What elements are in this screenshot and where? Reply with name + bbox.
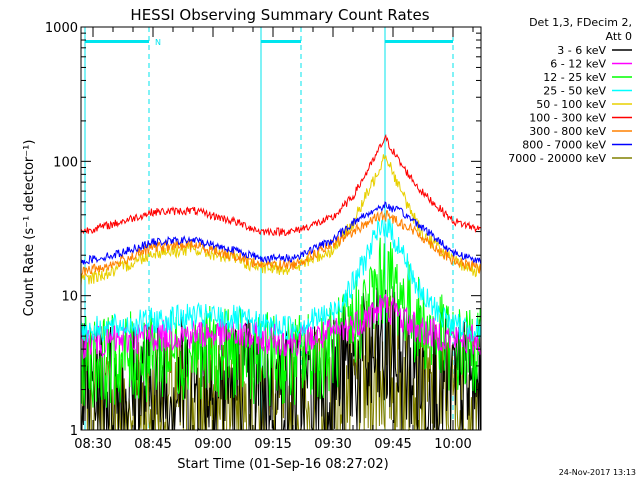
legend-label-2: 12 - 25 keV [543,71,606,84]
annotation-bar-1 [261,40,301,43]
x-tick-label-3: 09:15 [254,437,291,452]
annotation-layer: N [85,38,453,47]
x-tick-label-1: 08:45 [134,437,171,452]
legend-label-4: 50 - 100 keV [536,98,606,111]
y-axis-label: Count Rate (s⁻¹ detector⁻¹) [22,140,37,317]
date-stamp: 24-Nov-2017 13:13 [559,468,636,477]
annotation-label-0: N [155,38,161,47]
x-tick-label-0: 08:30 [74,437,111,452]
legend-label-3: 25 - 50 keV [543,85,606,98]
legend-label-6: 300 - 800 keV [529,125,606,138]
y-tick-label-0: 1 [70,424,78,439]
x-axis-label: Start Time (01-Sep-16 08:27:02) [177,457,388,472]
legend-label-0: 3 - 6 keV [557,44,606,57]
tick-label-layer: 1 10 100 1000 08:30 08:45 09:00 09:15 09:30 09:45… [45,21,472,452]
legend-label-1: 6 - 12 keV [550,58,606,71]
annotation-bar-2 [385,40,453,43]
y-tick-label-3: 1000 [45,21,78,36]
x-tick-label-4: 09:30 [314,437,351,452]
y-tick-label-2: 100 [53,155,78,170]
series-line-6 [80,209,482,277]
legend-label-7: 800 - 7000 keV [522,139,606,152]
series-line-7 [80,201,482,265]
series-layer [80,133,482,432]
series-line-1 [80,293,482,360]
series-line-5 [80,133,482,237]
axes-frame [80,26,482,431]
legend-header-0: Det 1,3, FDecim 2, [529,16,632,29]
legend-header-1: Att 0 [606,30,632,43]
chart-title: HESSI Observing Summary Count Rates [130,6,429,24]
annotation-bar-0 [85,40,149,43]
series-line-4 [80,154,482,286]
tick-layer [81,27,481,431]
x-tick-label-5: 09:45 [374,437,411,452]
legend-label-8: 7000 - 20000 keV [508,152,606,165]
x-tick-label-2: 09:00 [194,437,231,452]
y-tick-label-1: 10 [61,290,78,305]
x-tick-label-6: 10:00 [434,437,471,452]
legend-label-5: 100 - 300 keV [529,112,606,125]
series-line-3 [80,217,482,343]
series-line-2 [80,237,482,408]
